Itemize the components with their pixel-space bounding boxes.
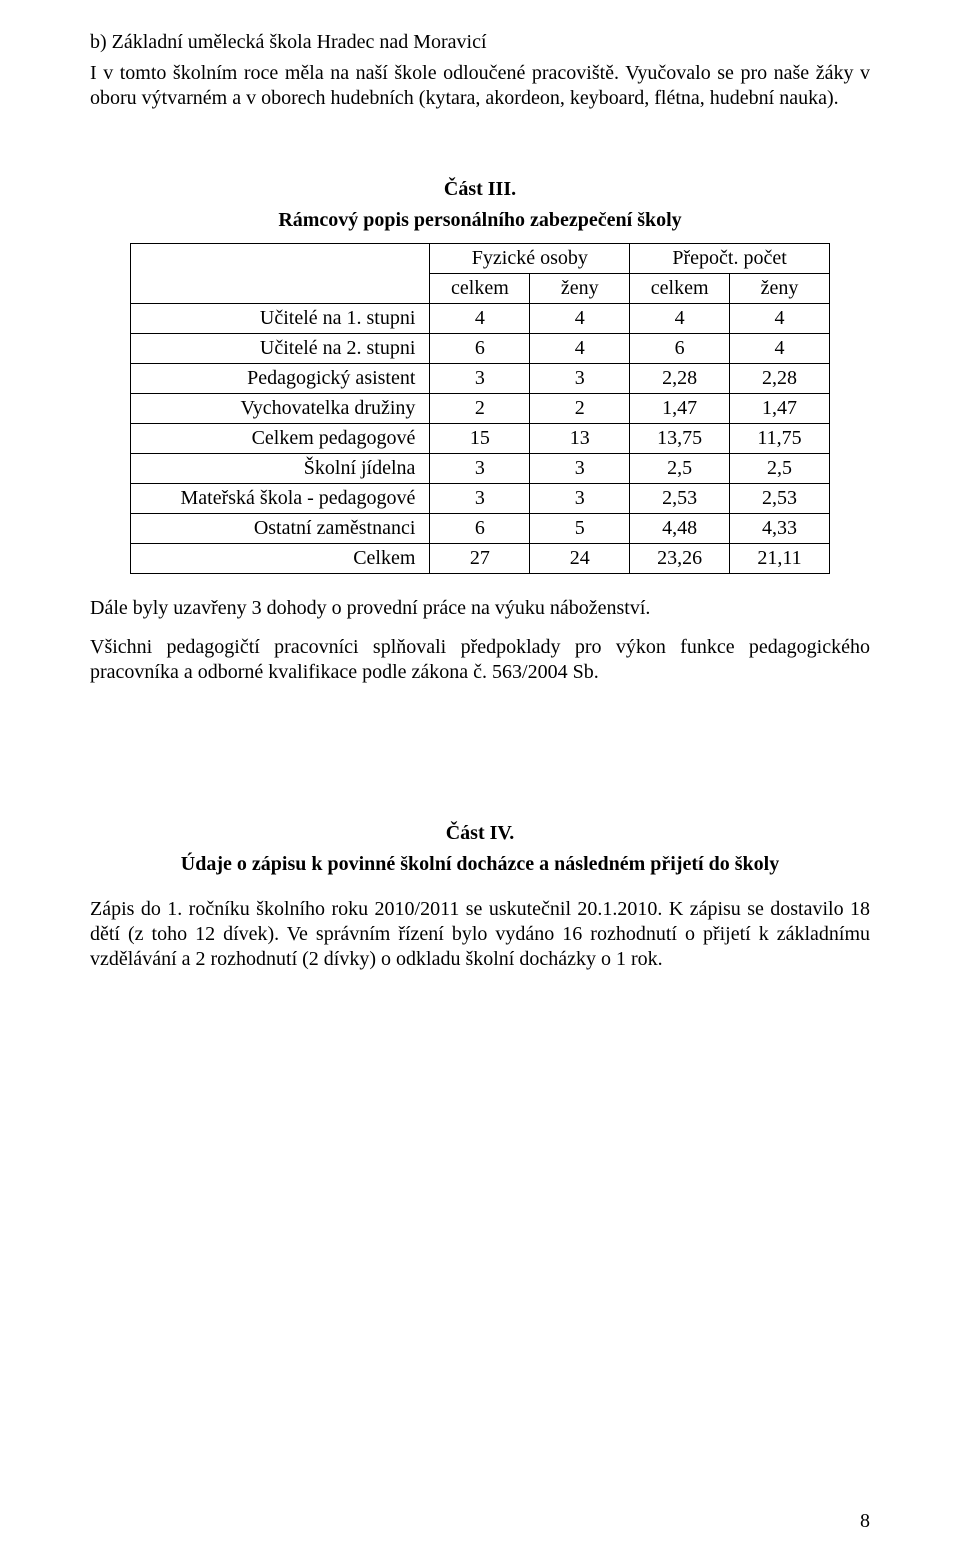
table-cell: 11,75 — [730, 424, 830, 454]
table-cell: 13,75 — [630, 424, 730, 454]
table-cell: 6 — [630, 334, 730, 364]
table-row-label: Celkem pedagogové — [131, 424, 430, 454]
table-cell: 4 — [530, 334, 630, 364]
table-cell: 4,33 — [730, 514, 830, 544]
table-row: Mateřská škola - pedagogové332,532,53 — [131, 484, 830, 514]
table-row-label: Školní jídelna — [131, 454, 430, 484]
section4-heading1: Část IV. — [90, 821, 870, 846]
table-row: Učitelé na 1. stupni4444 — [131, 304, 830, 334]
table-row-label: Mateřská škola - pedagogové — [131, 484, 430, 514]
table-head-empty — [131, 244, 430, 304]
table-head-women-1: ženy — [530, 274, 630, 304]
table-head-total-2: celkem — [630, 274, 730, 304]
table-row-label: Celkem — [131, 544, 430, 574]
table-cell: 5 — [530, 514, 630, 544]
table-row: Učitelé na 2. stupni6464 — [131, 334, 830, 364]
table-cell: 2,5 — [730, 454, 830, 484]
section3-para1: Dále byly uzavřeny 3 dohody o provední p… — [90, 596, 870, 621]
section3-para2: Všichni pedagogičtí pracovníci splňovali… — [90, 635, 870, 685]
table-cell: 23,26 — [630, 544, 730, 574]
table-row: Celkem272423,2621,11 — [131, 544, 830, 574]
table-cell: 24 — [530, 544, 630, 574]
table-cell: 21,11 — [730, 544, 830, 574]
table-row: Pedagogický asistent332,282,28 — [131, 364, 830, 394]
table-cell: 3 — [530, 454, 630, 484]
table-cell: 3 — [430, 484, 530, 514]
section3-heading1: Část III. — [90, 177, 870, 202]
table-cell: 3 — [430, 364, 530, 394]
section4-heading2: Údaje o zápisu k povinné školní docházce… — [90, 852, 870, 877]
section3-heading2: Rámcový popis personálního zabezpečení š… — [90, 208, 870, 233]
table-head-women-2: ženy — [730, 274, 830, 304]
table-header-row1: Fyzické osoby Přepočt. počet — [131, 244, 830, 274]
table-cell: 3 — [530, 484, 630, 514]
page-number: 8 — [860, 1509, 870, 1534]
table-row-label: Vychovatelka družiny — [131, 394, 430, 424]
table-row-label: Pedagogický asistent — [131, 364, 430, 394]
staff-table: Fyzické osoby Přepočt. počet celkem ženy… — [130, 243, 830, 574]
table-cell: 3 — [530, 364, 630, 394]
table-cell: 3 — [430, 454, 530, 484]
table-row-label: Ostatní zaměstnanci — [131, 514, 430, 544]
table-cell: 15 — [430, 424, 530, 454]
table-cell: 13 — [530, 424, 630, 454]
table-cell: 1,47 — [730, 394, 830, 424]
table-cell: 4 — [630, 304, 730, 334]
table-cell: 6 — [430, 334, 530, 364]
table-cell: 2,28 — [630, 364, 730, 394]
table-cell: 2,53 — [730, 484, 830, 514]
table-row: Celkem pedagogové151313,7511,75 — [131, 424, 830, 454]
table-cell: 1,47 — [630, 394, 730, 424]
table-head-conv: Přepočt. počet — [630, 244, 830, 274]
table-cell: 4 — [730, 334, 830, 364]
table-row: Ostatní zaměstnanci654,484,33 — [131, 514, 830, 544]
table-row: Vychovatelka družiny221,471,47 — [131, 394, 830, 424]
table-cell: 2,5 — [630, 454, 730, 484]
table-head-phys: Fyzické osoby — [430, 244, 630, 274]
section4-para: Zápis do 1. ročníku školního roku 2010/2… — [90, 897, 870, 972]
table-cell: 27 — [430, 544, 530, 574]
table-cell: 4 — [730, 304, 830, 334]
table-cell: 4,48 — [630, 514, 730, 544]
table-row-label: Učitelé na 2. stupni — [131, 334, 430, 364]
table-cell: 2 — [530, 394, 630, 424]
table-cell: 2,28 — [730, 364, 830, 394]
table-cell: 2 — [430, 394, 530, 424]
intro-b-line: b) Základní umělecká škola Hradec nad Mo… — [90, 30, 870, 55]
table-cell: 6 — [430, 514, 530, 544]
table-cell: 4 — [430, 304, 530, 334]
table-row: Školní jídelna332,52,5 — [131, 454, 830, 484]
table-cell: 4 — [530, 304, 630, 334]
table-cell: 2,53 — [630, 484, 730, 514]
table-head-total-1: celkem — [430, 274, 530, 304]
intro-body: I v tomto školním roce měla na naší škol… — [90, 61, 870, 111]
table-row-label: Učitelé na 1. stupni — [131, 304, 430, 334]
